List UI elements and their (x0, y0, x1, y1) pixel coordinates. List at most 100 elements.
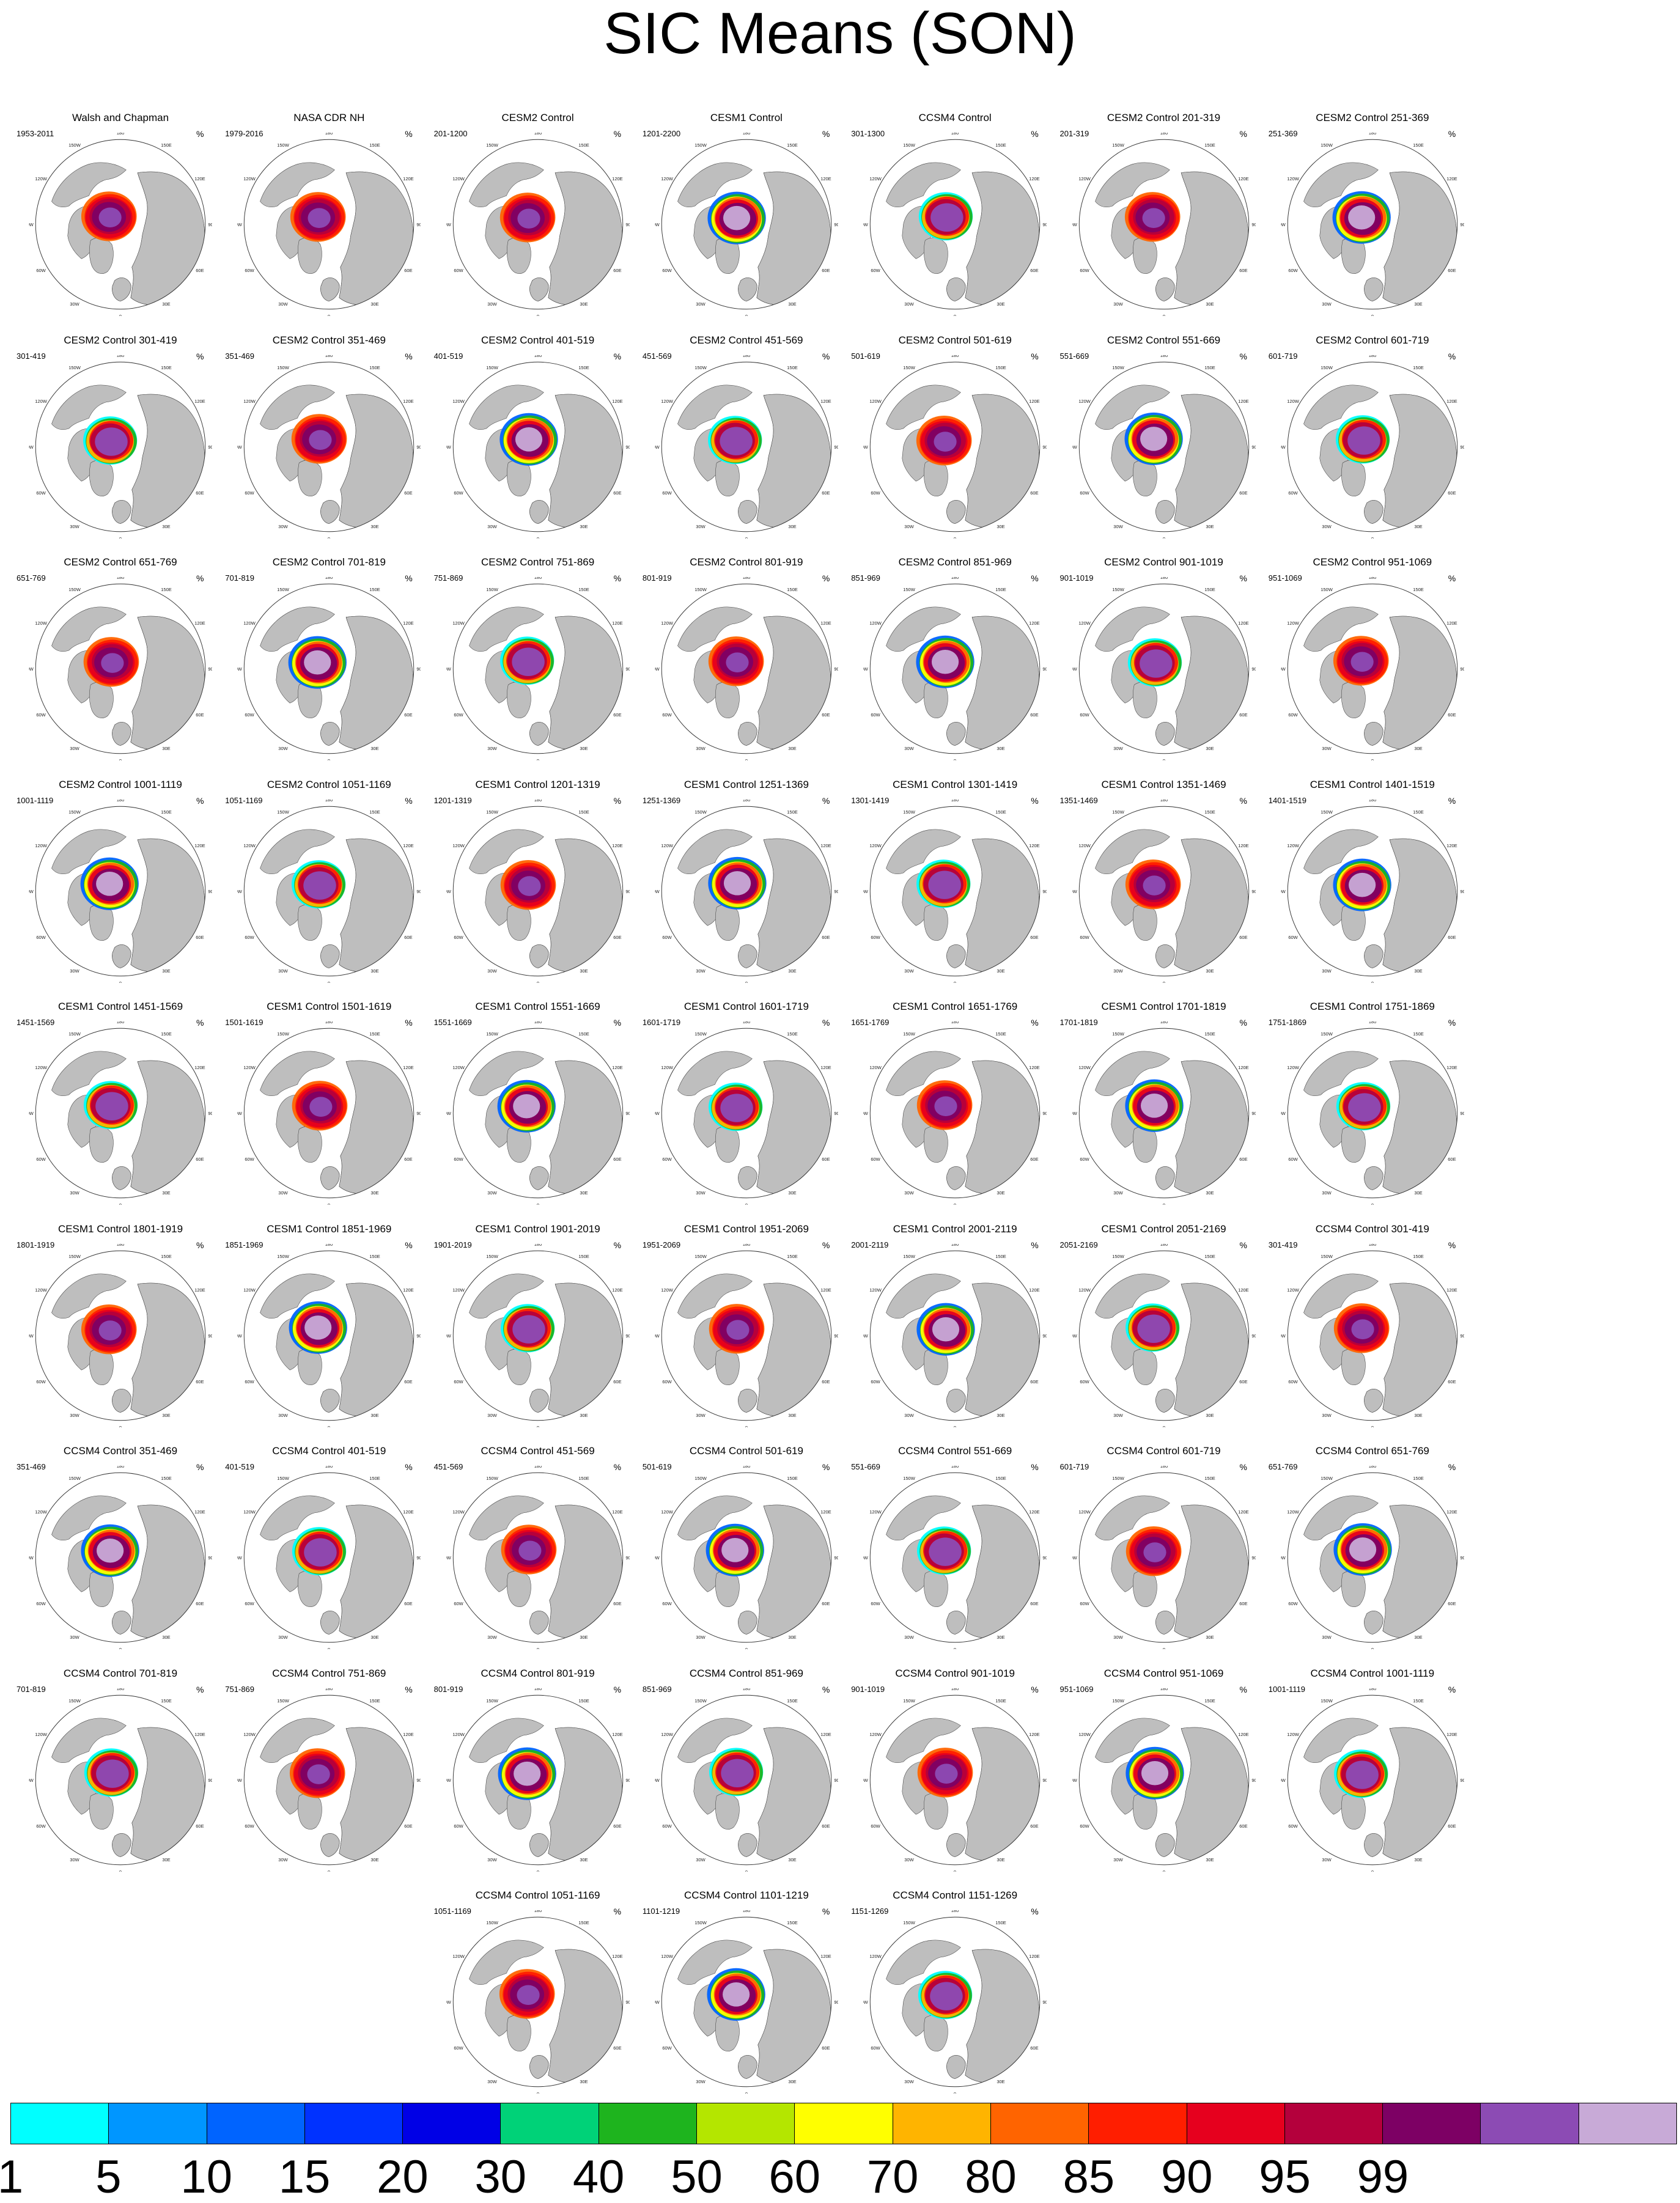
land-mass (738, 1611, 757, 1635)
land-mass (946, 944, 966, 968)
map-boundary (869, 1916, 1041, 2087)
polar-map: 180 150E 120E 90E 60E 30E 0 30W 60W 90W 120W 150W (655, 133, 838, 316)
land-mass (468, 1940, 544, 1985)
longitude-label: 90W (655, 1777, 660, 1782)
longitude-label: 150E (787, 1031, 798, 1037)
longitude-label: 180 (534, 1688, 542, 1691)
sic-contour-fill (723, 870, 751, 896)
longitude-label: 180 (743, 1244, 751, 1247)
longitude-label: 150W (903, 1253, 916, 1259)
panel-period: 701-819 (17, 1684, 46, 1694)
longitude-label: 90W (237, 1777, 243, 1782)
sic-map-panel: CESM2 Control 701-819 701-819% 180 150E 120E… (225, 556, 427, 764)
longitude-label: 30E (371, 1635, 379, 1640)
panel-title: CCSM4 Control 401-519 (272, 1445, 386, 1457)
longitude-label: 0 (745, 1202, 748, 1205)
longitude-label: 60W (454, 934, 463, 940)
polar-map: 180 150E 120E 90E 60E 30E 0 30W 60W 90W 120W 150W (1072, 1466, 1256, 1649)
longitude-label: 120W (869, 1731, 882, 1737)
panel-period: 401-519 (433, 351, 463, 361)
sic-map-panel: CCSM4 Control 1051-1169 1051-1169% 180 150E… (434, 1889, 636, 2097)
longitude-label: 0 (1162, 535, 1165, 538)
longitude-label: 180 (1160, 800, 1168, 803)
polar-map: 180 150E 120E 90E 60E 30E 0 30W 60W 90W 120W 150W (237, 1021, 421, 1205)
longitude-label: 90E (1043, 888, 1047, 894)
longitude-label: 120E (612, 620, 623, 626)
land-mass (51, 1051, 127, 1097)
longitude-label: 30W (487, 746, 497, 751)
map-boundary (244, 1472, 414, 1643)
map-boundary (661, 1250, 832, 1421)
longitude-label: 60E (613, 1823, 621, 1828)
map-boundary (661, 1472, 832, 1643)
figure-title: SIC Means (SON) (603, 1, 1077, 66)
longitude-label: 180 (1369, 1466, 1377, 1469)
longitude-label: 120E (1029, 842, 1040, 848)
panel-period: 651-769 (17, 573, 46, 583)
longitude-label: 150E (787, 142, 798, 148)
panel-units: % (1239, 1462, 1247, 1472)
longitude-label: 0 (1371, 758, 1374, 760)
sic-contour-fill (1140, 1094, 1168, 1118)
longitude-label: 30W (904, 968, 914, 973)
panel-units: % (613, 351, 622, 361)
longitude-label: 60E (196, 268, 204, 273)
longitude-label: 30E (788, 968, 796, 973)
land-mass (946, 2055, 966, 2079)
longitude-label: 120E (820, 620, 831, 626)
longitude-label: 150W (694, 142, 707, 148)
longitude-label: 90E (625, 1999, 630, 2005)
longitude-label: 180 (743, 1688, 751, 1691)
longitude-label: 150E (161, 142, 172, 148)
polar-map: 180 150E 120E 90E 60E 30E 0 30W 60W 90W 120W 150W (655, 355, 838, 539)
longitude-label: 90E (208, 1777, 212, 1782)
longitude-label: 30W (70, 746, 79, 751)
sic-map-panel: CCSM4 Control 601-719 601-719% 180 150E 120E… (1060, 1445, 1262, 1653)
longitude-label: 30W (70, 301, 79, 307)
longitude-label: 60E (1030, 1157, 1038, 1162)
panel-units: % (405, 795, 413, 806)
panel-units: % (822, 1018, 830, 1028)
land-mass (51, 162, 127, 208)
longitude-label: 120E (1446, 176, 1457, 182)
longitude-label: 0 (537, 535, 539, 538)
longitude-label: 60E (1448, 1378, 1456, 1384)
land-mass (924, 1570, 948, 1607)
colorbar-tick-label: 30 (474, 2151, 527, 2203)
longitude-label: 150E (1204, 364, 1215, 370)
longitude-label: 0 (1371, 1424, 1374, 1427)
colorbar-box-0 (11, 2103, 109, 2144)
panel-title: CESM1 Control 1801-1919 (57, 1223, 183, 1235)
longitude-label: 120W (1287, 1731, 1300, 1737)
colorbar-box-10 (990, 2103, 1089, 2144)
map-boundary (1287, 583, 1458, 754)
land-mass (965, 616, 1040, 750)
sic-contour-fill (932, 1317, 960, 1341)
sic-map-panel: CESM1 Control 1401-1519 1401-1519% 180 150E… (1269, 779, 1470, 987)
longitude-label: 90W (1072, 1111, 1078, 1116)
land-mass (112, 722, 131, 746)
sic-map-panel: CCSM4 Control 401-519 401-519% 180 150E 120E… (225, 1445, 427, 1653)
longitude-label: 150W (1112, 809, 1125, 814)
longitude-label: 120E (820, 176, 831, 182)
longitude-label: 150E (1413, 1031, 1424, 1037)
longitude-label: 30W (279, 523, 289, 529)
longitude-label: 150E (578, 809, 589, 814)
land-mass (886, 1495, 962, 1541)
longitude-label: 60W (245, 490, 255, 495)
longitude-label: 30E (788, 523, 796, 529)
land-mass (965, 1949, 1040, 2083)
panel-units: % (405, 1684, 413, 1694)
longitude-label: 90E (417, 666, 421, 672)
longitude-label: 120E (1029, 1509, 1040, 1515)
longitude-label: 90E (208, 1555, 212, 1561)
sic-map-panel: CESM1 Control 2051-2169 2051-2169% 180 150E… (1060, 1223, 1262, 1431)
land-mass (924, 460, 948, 496)
colorbar-tick-label: 90 (1160, 2151, 1213, 2203)
sic-contour-fill (721, 1538, 749, 1562)
sic-contour-fill (720, 426, 753, 455)
longitude-label: 120W (869, 1509, 882, 1515)
panel-title: CESM1 Control 1901-2019 (475, 1223, 600, 1235)
polar-map: 180 150E 120E 90E 60E 30E 0 30W 60W 90W 120W 150W (655, 1021, 838, 1205)
land-mass (548, 1727, 622, 1861)
